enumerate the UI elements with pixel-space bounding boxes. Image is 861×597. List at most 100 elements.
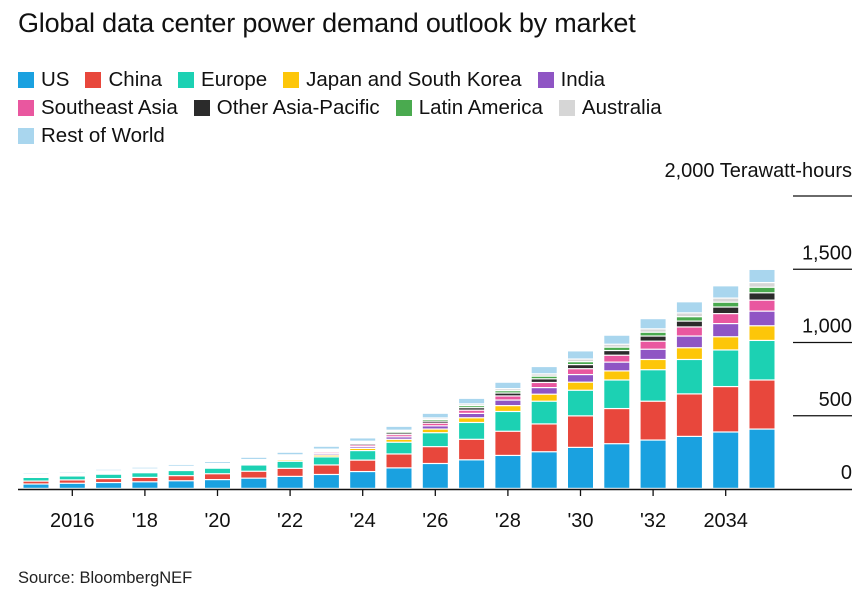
bar-2024-us [350, 472, 376, 488]
bar-2026-europe [422, 433, 448, 447]
bar-2034-us [713, 432, 739, 488]
bar-2025-india [386, 437, 412, 439]
bar-2027-india [459, 413, 485, 418]
bar-2026-japan-and-south-korea [422, 429, 448, 433]
bar-2025-rest-of-world [386, 426, 412, 430]
bar-2017-europe [96, 474, 122, 478]
bar-2022-us [277, 476, 303, 488]
bar-2029-other-asia-pacific [531, 379, 557, 382]
bar-2025-europe [386, 442, 412, 454]
bar-2033-rest-of-world [676, 302, 702, 313]
legend-label-us: US [41, 68, 70, 91]
legend-label-latin-america: Latin America [418, 96, 543, 119]
bar-2033-europe [676, 360, 702, 394]
bar-2034-china [713, 387, 739, 432]
bar-2034-latin-america [713, 302, 739, 307]
bar-2024-southeast-asia [350, 445, 376, 447]
legend-label-southeast-asia: Southeast Asia [41, 96, 178, 119]
bar-stack-2031 [604, 335, 630, 488]
x-tick-label-2030: '30 [567, 510, 593, 532]
bar-2025-japan-and-south-korea [386, 439, 412, 442]
legend-label-japan-korea: Japan and South Korea [306, 68, 522, 91]
bar-2028-japan-and-south-korea [495, 406, 521, 411]
legend-item-other-apac: Other Asia-Pacific [193, 96, 380, 120]
bar-2032-australia [640, 329, 666, 332]
bar-stack-2028 [495, 382, 521, 488]
bar-2035-china [749, 380, 775, 429]
bar-2032-japan-and-south-korea [640, 360, 666, 370]
x-tick-label-2026: '26 [422, 510, 448, 532]
legend-swatch-europe [178, 72, 195, 88]
bar-stack-2033 [676, 302, 702, 488]
bar-2028-latin-america [495, 391, 521, 393]
legend-item-southeast-asia: Southeast Asia [18, 96, 178, 120]
bar-2032-southeast-asia [640, 341, 666, 349]
bar-2030-rest-of-world [568, 351, 593, 359]
legend-swatch-other-apac [193, 100, 210, 116]
bar-2015-europe [23, 478, 49, 481]
bar-2022-china [277, 468, 303, 476]
bar-2017-us [96, 483, 122, 488]
bar-2035-other-asia-pacific [749, 293, 775, 300]
bar-2018-europe [132, 473, 158, 477]
bar-2035-japan-and-south-korea [749, 326, 775, 340]
legend-swatch-southeast-asia [18, 100, 34, 116]
bar-2027-japan-and-south-korea [459, 418, 485, 422]
bar-2034-other-asia-pacific [713, 307, 739, 314]
bar-2028-other-asia-pacific [495, 393, 521, 396]
bar-2021-rest-of-world [241, 457, 267, 459]
bar-2025-other-asia-pacific [386, 433, 412, 435]
bar-2024-india [350, 447, 376, 448]
bar-2032-other-asia-pacific [640, 336, 666, 341]
bar-2020-china [205, 474, 230, 480]
legend-item-india: India [537, 68, 605, 92]
bar-2030-us [568, 447, 593, 488]
x-tick-label-2028: '28 [495, 510, 521, 532]
bar-2034-europe [713, 350, 739, 386]
bar-2016-china [59, 480, 85, 483]
bar-stack-2015 [23, 473, 49, 488]
bar-2027-china [459, 439, 485, 460]
bar-2026-southeast-asia [422, 423, 448, 426]
bar-2030-southeast-asia [568, 369, 593, 374]
bar-2034-rest-of-world [713, 286, 739, 298]
legend-item-rest-of-world: Rest of World [18, 124, 165, 148]
bar-2018-us [132, 482, 158, 488]
legend-label-china: China [108, 68, 163, 91]
bar-2033-other-asia-pacific [676, 321, 702, 327]
bar-2016-europe [59, 476, 85, 480]
bar-2019-us [168, 481, 194, 488]
bar-2033-southeast-asia [676, 327, 702, 336]
legend-item-australia: Australia [558, 96, 662, 120]
bar-2031-europe [604, 380, 630, 408]
bar-2022-europe [277, 461, 303, 468]
x-tick-label-2016: 2016 [50, 510, 95, 532]
bar-2026-china [422, 447, 448, 463]
bar-2026-latin-america [422, 420, 448, 421]
bar-stack-2021 [241, 457, 267, 488]
bar-2023-japan-and-south-korea [313, 455, 339, 457]
bar-stack-2024 [350, 438, 376, 488]
x-tick-label-2020: '20 [204, 510, 230, 532]
bar-2029-japan-and-south-korea [531, 394, 557, 401]
bar-2019-china [168, 476, 194, 481]
y-tick-label-500: 500 [819, 389, 852, 411]
legend-row-1: US China Europe Japan and South Korea In… [18, 66, 848, 94]
bar-2028-rest-of-world [495, 382, 521, 389]
legend-row-2: Southeast Asia Other Asia-Pacific Latin … [18, 94, 848, 122]
bar-2033-latin-america [676, 317, 702, 321]
x-tick-label-2018: '18 [132, 510, 158, 532]
bar-stack-2019 [168, 464, 194, 488]
bar-2029-us [531, 452, 557, 488]
bar-stack-2023 [313, 446, 339, 488]
bar-2031-rest-of-world [604, 335, 630, 344]
legend-row-3: Rest of World [18, 122, 848, 150]
bar-2026-rest-of-world [422, 413, 448, 418]
bar-2018-rest-of-world [132, 467, 158, 469]
legend-swatch-latin-america [395, 100, 412, 116]
bar-2029-australia [531, 374, 557, 376]
legend-item-europe: Europe [178, 68, 267, 92]
bar-2021-china [241, 471, 267, 478]
bar-2029-southeast-asia [531, 383, 557, 388]
